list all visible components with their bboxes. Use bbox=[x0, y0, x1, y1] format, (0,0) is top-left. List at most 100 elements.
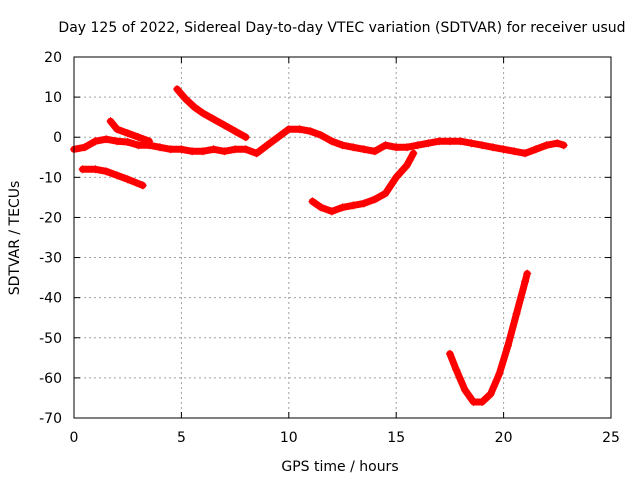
data-point bbox=[80, 143, 89, 152]
series-line bbox=[173, 85, 250, 141]
data-point bbox=[469, 397, 478, 406]
data-point bbox=[231, 145, 240, 154]
y-tick-label: -20 bbox=[39, 210, 62, 226]
data-point bbox=[359, 199, 368, 208]
data-point bbox=[402, 143, 411, 152]
data-point bbox=[198, 147, 207, 156]
data-point bbox=[308, 197, 317, 206]
data-point bbox=[445, 349, 454, 358]
data-point bbox=[198, 109, 207, 118]
x-tick-labels: 0 5 10 15 20 25 bbox=[70, 430, 620, 446]
y-axis-label: SDTVAR / TECUs bbox=[7, 181, 23, 296]
series-line bbox=[79, 165, 147, 189]
data-point bbox=[467, 139, 476, 148]
data-point bbox=[209, 145, 218, 154]
x-tick-label: 0 bbox=[70, 430, 79, 446]
data-point bbox=[91, 165, 100, 174]
x-tick-label: 5 bbox=[177, 430, 186, 446]
data-point bbox=[460, 385, 469, 394]
data-point bbox=[381, 141, 390, 150]
data-point bbox=[542, 141, 551, 150]
x-axis-label: GPS time / hours bbox=[281, 459, 398, 475]
data-point bbox=[327, 137, 336, 146]
data-point bbox=[231, 127, 240, 136]
series-group bbox=[173, 85, 250, 142]
data-point bbox=[409, 149, 418, 158]
data-point bbox=[445, 137, 454, 146]
data-point bbox=[521, 149, 530, 158]
data-point bbox=[424, 139, 433, 148]
data-point bbox=[102, 135, 111, 144]
y-tick-label: 10 bbox=[44, 90, 62, 106]
data-point bbox=[190, 103, 199, 112]
data-point bbox=[531, 145, 540, 154]
data-point bbox=[177, 145, 186, 154]
y-tick-label: -60 bbox=[39, 371, 62, 387]
y-tick-label: 0 bbox=[53, 130, 62, 146]
y-tick-label: -30 bbox=[39, 251, 62, 267]
data-point bbox=[510, 147, 519, 156]
data-point bbox=[106, 117, 115, 126]
data-point bbox=[138, 181, 147, 190]
plot-frame bbox=[73, 56, 612, 419]
data-point bbox=[166, 145, 175, 154]
data-point bbox=[263, 141, 272, 150]
data-point bbox=[295, 125, 304, 134]
data-point bbox=[241, 133, 250, 142]
data-point bbox=[392, 143, 401, 152]
data-point bbox=[359, 145, 368, 154]
series-line bbox=[308, 149, 417, 215]
data-point bbox=[91, 137, 100, 146]
data-series bbox=[70, 85, 568, 406]
data-point bbox=[435, 137, 444, 146]
data-point bbox=[252, 149, 261, 158]
data-point bbox=[112, 125, 121, 134]
data-point bbox=[134, 141, 143, 150]
series-group bbox=[106, 117, 154, 146]
data-point bbox=[112, 171, 121, 180]
data-point bbox=[173, 85, 182, 94]
data-point bbox=[559, 141, 568, 150]
data-point bbox=[338, 141, 347, 150]
data-point bbox=[123, 175, 132, 184]
data-point bbox=[381, 189, 390, 198]
x-tick-label: 15 bbox=[387, 430, 405, 446]
grid-lines bbox=[74, 57, 611, 418]
data-point bbox=[495, 369, 504, 378]
data-point bbox=[521, 277, 530, 286]
data-point bbox=[488, 143, 497, 152]
data-point bbox=[478, 397, 487, 406]
series-group bbox=[78, 165, 147, 190]
data-point bbox=[370, 195, 379, 204]
data-point bbox=[486, 389, 495, 398]
data-point bbox=[123, 138, 132, 147]
series-group bbox=[308, 149, 418, 216]
data-point bbox=[523, 269, 532, 278]
data-point bbox=[188, 147, 197, 156]
series-group bbox=[70, 125, 568, 158]
y-tick-label: -40 bbox=[39, 291, 62, 307]
data-point bbox=[102, 167, 111, 176]
y-tick-label: -10 bbox=[39, 170, 62, 186]
data-point bbox=[349, 201, 358, 210]
data-point bbox=[155, 143, 164, 152]
data-point bbox=[145, 137, 154, 146]
data-point bbox=[134, 133, 143, 142]
data-point bbox=[512, 309, 521, 318]
data-point bbox=[220, 147, 229, 156]
axis-ticks bbox=[73, 56, 612, 419]
y-tick-labels: 20 10 0 -10 -20 -30 -40 -50 -60 -70 bbox=[39, 50, 62, 427]
data-point bbox=[112, 137, 121, 146]
data-point bbox=[306, 127, 315, 136]
chart-title: Day 125 of 2022, Sidereal Day-to-day VTE… bbox=[58, 20, 625, 36]
data-point bbox=[503, 341, 512, 350]
data-point bbox=[327, 207, 336, 216]
data-point bbox=[220, 121, 229, 130]
data-point bbox=[209, 115, 218, 124]
series-group bbox=[445, 269, 532, 406]
data-point bbox=[317, 131, 326, 140]
data-point bbox=[317, 203, 326, 212]
data-point bbox=[370, 147, 379, 156]
x-tick-label: 20 bbox=[495, 430, 513, 446]
